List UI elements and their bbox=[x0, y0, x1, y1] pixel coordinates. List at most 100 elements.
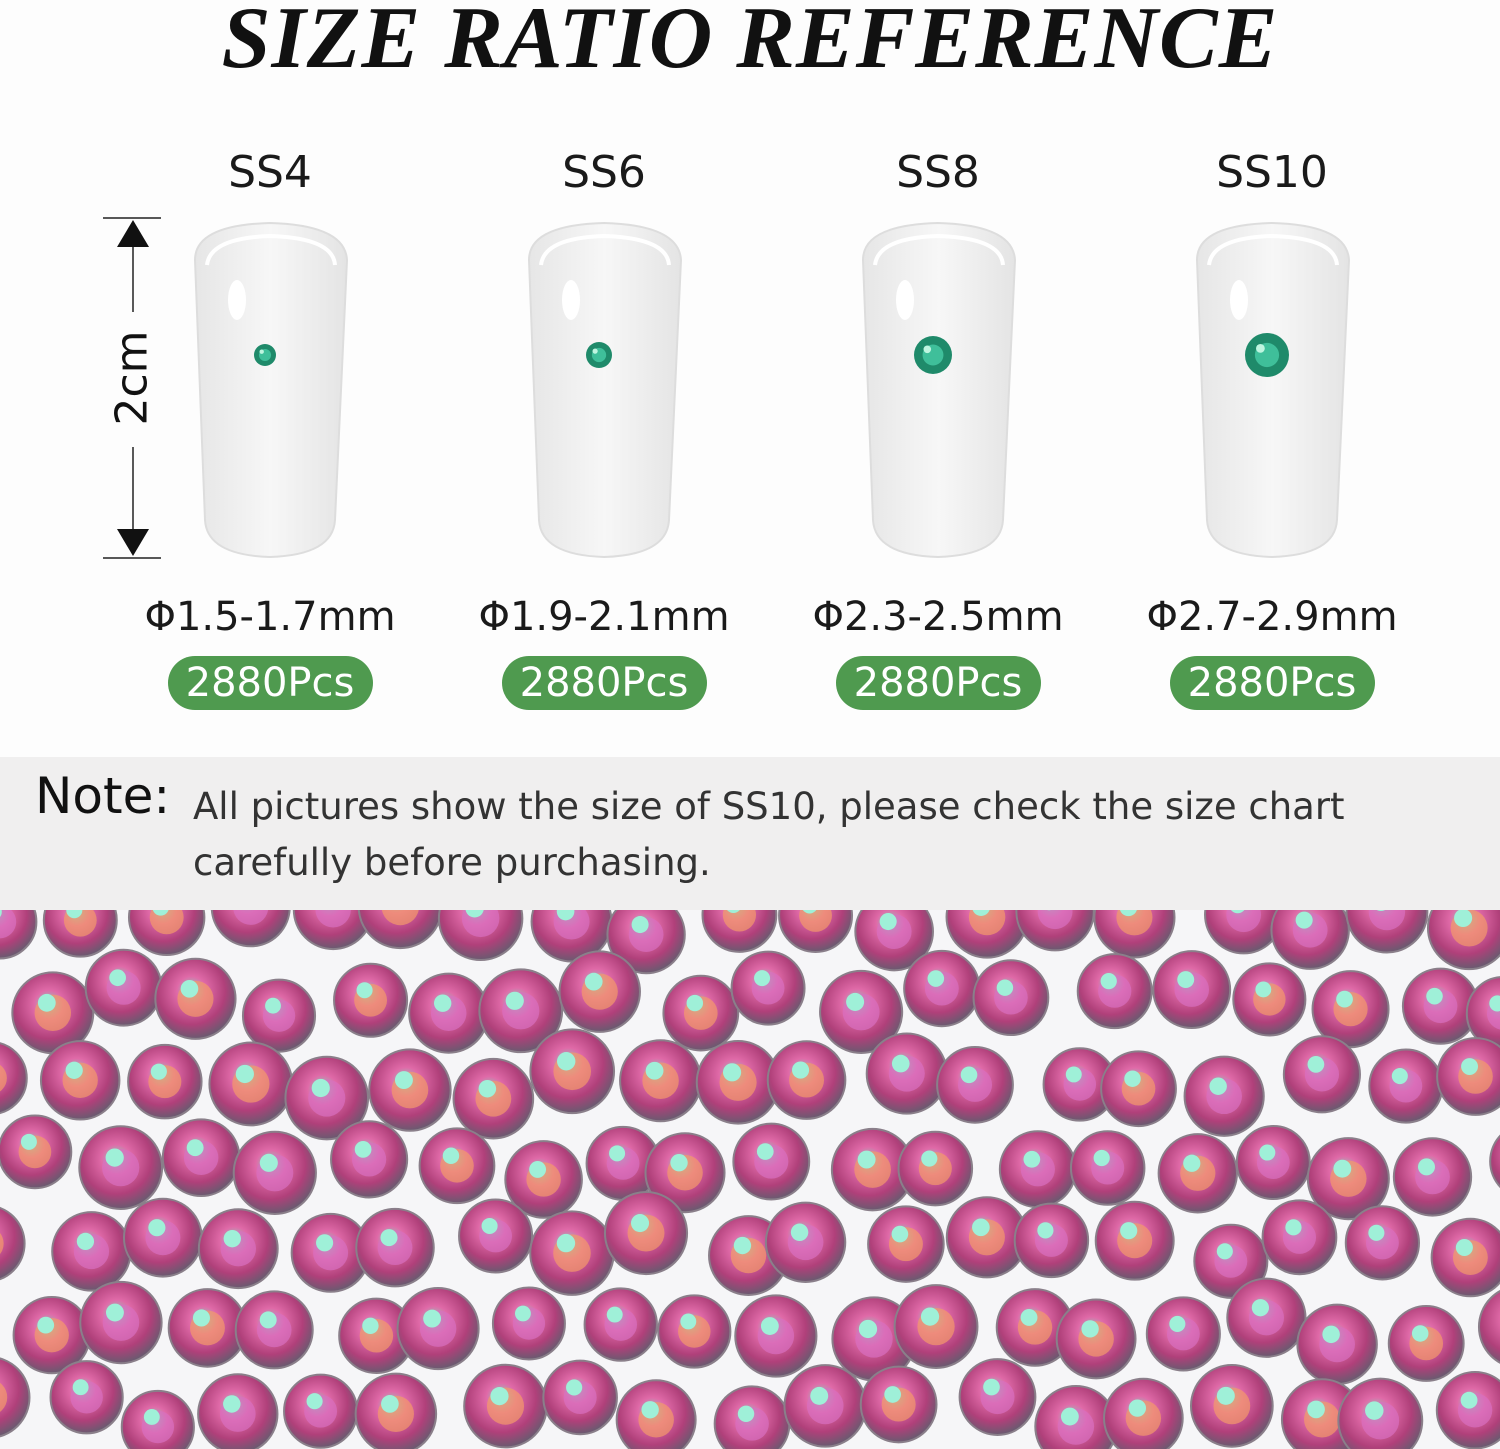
rhinestone bbox=[330, 1120, 409, 1199]
rhinestone bbox=[619, 1039, 703, 1123]
rhinestone bbox=[783, 1364, 868, 1448]
rhinestone bbox=[1311, 970, 1390, 1049]
rhinestone bbox=[504, 1140, 583, 1219]
rhinestone bbox=[713, 1385, 791, 1449]
rhinestone bbox=[615, 1379, 697, 1449]
rhinestone bbox=[127, 1043, 203, 1120]
rhinestone bbox=[1296, 1303, 1378, 1386]
rhinestone bbox=[1145, 1296, 1221, 1372]
size-label: SS8 bbox=[896, 147, 980, 198]
rhinestone bbox=[1465, 976, 1500, 1051]
height-arrow-icon bbox=[103, 217, 161, 559]
rhinestone bbox=[458, 1198, 534, 1274]
rhinestone bbox=[154, 957, 237, 1040]
rhinestone bbox=[819, 969, 904, 1054]
rhinestone bbox=[39, 1040, 121, 1121]
rhinestone bbox=[1477, 1289, 1500, 1364]
note-text: All pictures show the size of SS10, plea… bbox=[193, 785, 1345, 884]
rhinestone bbox=[338, 1297, 415, 1374]
rhinestone bbox=[1392, 1137, 1473, 1217]
rhinestone bbox=[283, 1373, 359, 1449]
rhinestone bbox=[867, 1205, 945, 1283]
rhinestone bbox=[161, 1118, 241, 1198]
rhinestone bbox=[1100, 1050, 1177, 1128]
diameter-label: Φ1.5-1.7mm bbox=[144, 594, 396, 640]
rhinestone bbox=[234, 1290, 314, 1370]
rhinestone bbox=[1055, 1298, 1137, 1380]
rhinestone bbox=[732, 1122, 811, 1201]
rhinestone bbox=[1232, 962, 1307, 1037]
rhinestone bbox=[0, 910, 38, 960]
nail-tip-image bbox=[193, 221, 349, 559]
note-label: Note: bbox=[35, 767, 171, 825]
rhinestone bbox=[1489, 1134, 1500, 1189]
rhinestone bbox=[120, 1389, 195, 1449]
note-band: Note: All pictures show the size of SS10… bbox=[0, 757, 1500, 910]
rhinestone bbox=[730, 950, 806, 1026]
rhinestone bbox=[1226, 1277, 1307, 1358]
rhinestone bbox=[859, 1365, 938, 1444]
diameter-label: Φ1.9-2.1mm bbox=[478, 594, 730, 640]
rhinestone bbox=[0, 1206, 26, 1281]
rhinestone bbox=[1013, 1202, 1090, 1279]
rhinestone bbox=[542, 1359, 618, 1436]
rhinestone bbox=[452, 1057, 535, 1140]
rhinestone bbox=[854, 910, 934, 972]
rhinestone bbox=[1435, 1370, 1500, 1449]
rhinestone bbox=[778, 910, 854, 953]
gem-icon bbox=[254, 344, 276, 366]
rhinestone bbox=[830, 1127, 915, 1212]
quantity-badge: 2880Pcs bbox=[1169, 656, 1375, 710]
size-column: SS6 Φ1.9-2.1mm 2880Pcs bbox=[437, 140, 771, 710]
rhinestone bbox=[1235, 1125, 1311, 1201]
rhinestone bbox=[662, 974, 740, 1052]
rhinestone bbox=[1426, 910, 1500, 971]
page-title: SIZE RATIO REFERENCE bbox=[221, 0, 1279, 87]
rhinestone bbox=[0, 1042, 28, 1115]
rhinestone bbox=[478, 968, 564, 1054]
rhinestone bbox=[1189, 1364, 1274, 1448]
rhinestone bbox=[1261, 1199, 1338, 1276]
rhinestone bbox=[1337, 1377, 1424, 1449]
rhinestone bbox=[529, 1210, 615, 1296]
rhinestone bbox=[1306, 1137, 1390, 1221]
rhinestone bbox=[1344, 1205, 1420, 1281]
rhinestone bbox=[0, 1114, 73, 1190]
rhinestone bbox=[1183, 1055, 1265, 1137]
rhinestone bbox=[1193, 1223, 1269, 1299]
rhinestone bbox=[78, 1125, 164, 1211]
rhinestone bbox=[995, 1288, 1075, 1367]
rhinestone bbox=[1015, 910, 1095, 952]
rhinestone bbox=[583, 1287, 658, 1362]
rhinestone bbox=[1270, 910, 1350, 970]
rhinestone bbox=[644, 1132, 726, 1214]
rhinestone bbox=[51, 1211, 132, 1292]
rhinestone bbox=[657, 1294, 732, 1369]
rhinestone bbox=[210, 910, 291, 948]
size-label: SS10 bbox=[1216, 147, 1328, 198]
rhinestone bbox=[558, 950, 641, 1033]
rhinestone bbox=[11, 971, 95, 1055]
nail-tip-image bbox=[1195, 221, 1351, 559]
rhinestone bbox=[695, 1040, 781, 1125]
rhinestone bbox=[1152, 950, 1232, 1030]
nail-tip-image bbox=[861, 221, 1017, 559]
rhinestone bbox=[368, 1048, 452, 1132]
rhinestone bbox=[292, 910, 374, 951]
rhinestone bbox=[232, 1130, 317, 1215]
rhinestone bbox=[355, 1207, 435, 1288]
quantity-badge: 2880Pcs bbox=[835, 656, 1041, 710]
rhinestone bbox=[1069, 1130, 1146, 1206]
rhinestone bbox=[701, 910, 778, 953]
rhinestone bbox=[1103, 1377, 1184, 1449]
rhinestone bbox=[1076, 953, 1153, 1030]
rhinestone bbox=[354, 1372, 438, 1449]
rhinestone bbox=[333, 962, 409, 1038]
rhinestone bbox=[972, 959, 1050, 1037]
rhinestone bbox=[491, 1286, 566, 1361]
gem-icon bbox=[1245, 333, 1289, 377]
rhinestone bbox=[84, 948, 163, 1027]
rhinestone bbox=[463, 1363, 548, 1449]
quantity-badge: 2880Pcs bbox=[501, 656, 707, 710]
rhinestone bbox=[1368, 1048, 1444, 1124]
